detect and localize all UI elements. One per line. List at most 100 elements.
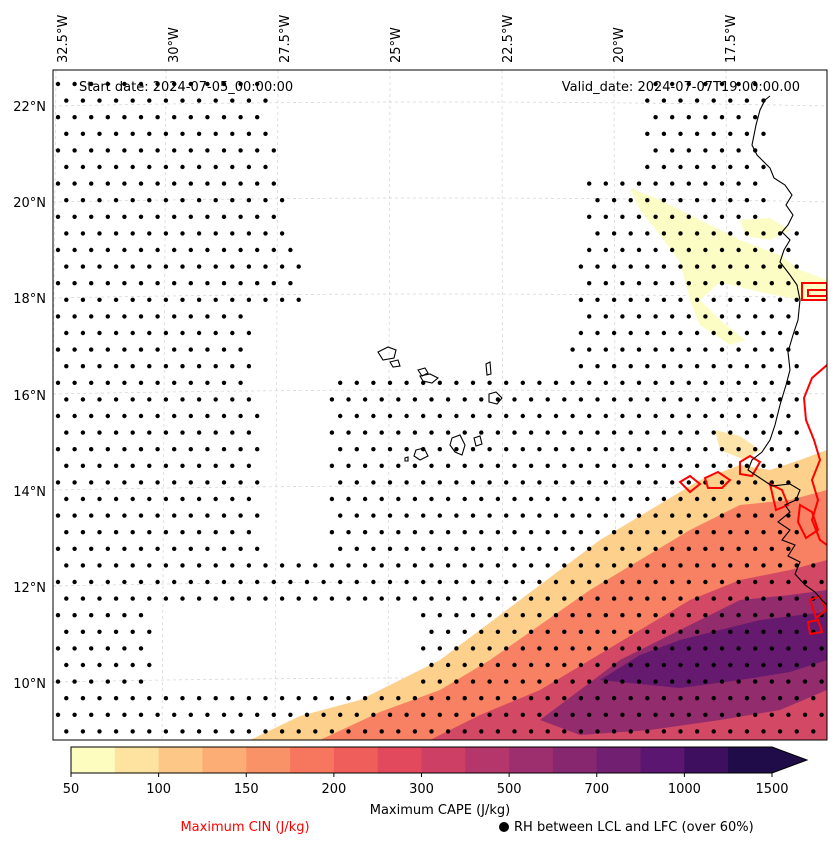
rh-dot — [786, 281, 791, 286]
rh-dot — [138, 513, 144, 518]
rh-dot — [238, 579, 243, 585]
rh-dot — [338, 579, 343, 585]
rh-dot — [744, 729, 750, 734]
rh-dot — [636, 613, 642, 618]
rh-dot — [811, 696, 816, 701]
rh-dot — [653, 413, 658, 419]
rh-dot — [562, 696, 567, 701]
rh-dot — [379, 729, 384, 734]
rh-dot — [89, 247, 94, 253]
rh-dot — [421, 579, 426, 585]
rh-dot — [595, 231, 600, 236]
colorbar-tick-label: 50 — [63, 782, 80, 797]
rh-dot — [611, 330, 617, 336]
rh-dot — [205, 247, 210, 253]
map-area — [53, 70, 827, 740]
rh-dot — [97, 198, 102, 203]
rh-dot — [188, 115, 193, 120]
rh-dot — [122, 480, 127, 485]
rh-dot — [437, 513, 442, 518]
rh-dot — [196, 330, 202, 336]
rh-dot — [661, 164, 667, 170]
rh-dot — [329, 397, 335, 402]
rh-dot — [172, 115, 177, 120]
rh-dot — [636, 380, 642, 385]
rh-dot — [611, 596, 617, 601]
rh-dot — [636, 281, 642, 286]
rh-dot — [122, 579, 127, 585]
rh-dot — [97, 496, 102, 502]
rh-dot — [296, 729, 301, 734]
rh-dot — [753, 347, 758, 352]
rh-dot — [620, 347, 625, 352]
rh-dot — [620, 480, 625, 485]
lon-label: 17.5°W — [724, 15, 739, 63]
rh-dot — [188, 247, 193, 253]
rh-dot — [180, 231, 185, 236]
rh-dot — [205, 546, 210, 551]
rh-dot — [553, 480, 559, 485]
rh-dot — [105, 679, 111, 684]
rh-dot — [155, 712, 160, 717]
rh-dot — [329, 463, 335, 468]
rh-dot — [512, 696, 517, 701]
rh-dot — [744, 430, 750, 435]
rh-dot — [462, 662, 467, 668]
rh-dot — [495, 530, 501, 535]
rh-dot — [769, 281, 774, 286]
rh-dot — [396, 596, 401, 601]
rh-dot — [744, 297, 750, 302]
rh-dot — [703, 513, 708, 518]
rh-dot — [180, 131, 185, 136]
rh-dot — [645, 164, 650, 170]
rh-dot — [603, 513, 608, 518]
rh-dot — [636, 181, 642, 186]
rh-dot — [213, 696, 218, 701]
rh-dot — [686, 546, 691, 551]
rh-dot — [97, 364, 102, 369]
rh-dot — [279, 231, 285, 236]
rh-dot — [105, 613, 111, 618]
rh-dot — [379, 563, 384, 568]
rh-dot — [346, 530, 351, 535]
rh-dot — [570, 480, 575, 485]
rh-dot — [196, 297, 202, 302]
rh-dot — [595, 297, 600, 302]
rh-dot — [620, 181, 625, 186]
rh-dot — [122, 613, 127, 618]
rh-dot — [753, 281, 758, 286]
rh-dot — [221, 281, 227, 286]
rh-dot — [628, 397, 633, 402]
rh-dot — [570, 679, 575, 684]
rh-dot — [777, 430, 783, 435]
rh-dot — [105, 646, 111, 651]
rh-dot — [470, 380, 476, 385]
rh-dot — [761, 596, 766, 601]
rh-dot — [587, 314, 592, 319]
rh-dot — [72, 214, 77, 219]
rh-dot — [620, 579, 625, 585]
rh-dot — [728, 496, 733, 502]
rh-dot — [412, 463, 418, 468]
rh-dot — [686, 247, 691, 253]
rh-dot — [362, 463, 368, 468]
rh-dot — [653, 480, 658, 485]
rh-dot — [147, 596, 152, 601]
rh-stipple-dots — [55, 81, 824, 734]
rh-dot — [89, 579, 94, 585]
rh-dot — [504, 513, 509, 518]
rh-dot — [620, 646, 625, 651]
rh-dot — [570, 712, 575, 717]
rh-dot — [105, 380, 111, 385]
rh-dot — [396, 696, 401, 701]
rh-dot — [736, 447, 741, 452]
rh-dot — [661, 330, 667, 336]
rh-dot — [163, 496, 169, 502]
rh-dot — [196, 164, 202, 170]
rh-dot — [794, 662, 799, 668]
rh-dot — [263, 729, 268, 734]
rh-dot — [221, 181, 227, 186]
rh-dot — [603, 480, 608, 485]
rh-dot — [595, 662, 600, 668]
rh-dot — [172, 513, 177, 518]
